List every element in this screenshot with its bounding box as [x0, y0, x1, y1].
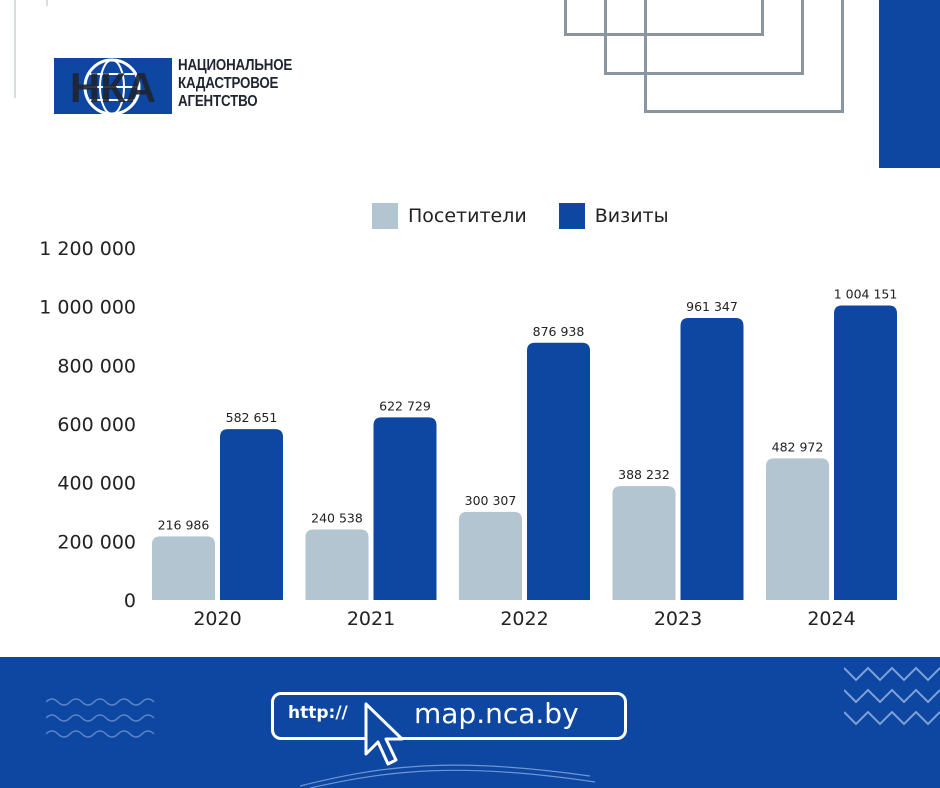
legend-label-visits: Визиты: [594, 205, 669, 227]
bar-visitors-2023: [612, 486, 676, 600]
bar-visits-2024: [834, 305, 897, 600]
y-tick-label: 1 200 000: [39, 238, 136, 260]
data-label: 876 938: [533, 324, 585, 339]
bar-visits-2022: [527, 342, 590, 600]
data-label: 240 538: [311, 510, 363, 525]
wave-decoration-left: [46, 698, 155, 738]
y-tick-label: 200 000: [57, 531, 136, 553]
bar-chart: 0 200 000 400 000 600 000 800 000 1 000 000 1 …: [39, 238, 898, 630]
logo-line: КАДАСТРОВОЕ: [178, 75, 279, 92]
data-label: 300 307: [465, 493, 517, 508]
url-link-box[interactable]: [271, 692, 627, 740]
data-label: 622 729: [379, 398, 431, 413]
data-label: 482 972: [772, 439, 824, 454]
bar-visits-2021: [373, 417, 437, 600]
x-tick-label: 2022: [500, 608, 548, 630]
logo-mark-letters: НКА: [70, 64, 156, 111]
decorative-line: [46, 0, 48, 6]
swoosh-decoration: [300, 764, 596, 788]
decorative-frame: [564, 0, 764, 36]
legend-item-visits: Визиты: [558, 203, 669, 229]
legend-swatch-visitors: [372, 203, 398, 229]
logo-line: НАЦИОНАЛЬНОЕ: [178, 57, 293, 74]
data-label: 1 004 151: [834, 286, 898, 301]
decorative-line: [14, 0, 16, 98]
logo-text: НАЦИОНАЛЬНОЕ КАДАСТРОВОЕ АГЕНТСТВО: [178, 57, 298, 111]
y-tick-label: 1 000 000: [39, 297, 136, 319]
x-tick-label: 2024: [807, 608, 855, 630]
y-tick-label: 0: [124, 590, 136, 612]
url-prefix: http://: [288, 703, 348, 723]
data-label: 582 651: [226, 410, 278, 425]
zigzag-decoration-right: [844, 666, 940, 726]
cursor-arrow-icon: [364, 702, 404, 766]
logo-line: АГЕНТСТВО: [178, 93, 258, 110]
bar-visits-2020: [220, 429, 283, 600]
legend-swatch-visits: [558, 203, 585, 229]
chart-legend: Посетители Визиты: [372, 203, 701, 229]
x-tick-label: 2023: [654, 608, 702, 630]
decorative-frame: [644, 0, 844, 113]
legend-label-visitors: Посетители: [408, 205, 527, 227]
decorative-blue-bar: [879, 0, 940, 168]
x-tick-label: 2021: [347, 608, 395, 630]
bar-visits-2023: [680, 318, 744, 600]
legend-item-visitors: Посетители: [372, 203, 527, 229]
logo: НКА: [54, 56, 314, 118]
footer: [0, 657, 940, 788]
bar-visitors-2020: [152, 536, 215, 600]
y-tick-label: 400 000: [57, 473, 136, 495]
data-label: 388 232: [618, 467, 670, 482]
bar-visitors-2024: [766, 458, 829, 600]
decorative-frame: [604, 0, 804, 75]
bar-visitors-2021: [305, 529, 369, 600]
data-label: 216 986: [158, 517, 210, 532]
logo-mark: НКА: [54, 58, 172, 116]
bar-visitors-2022: [459, 511, 522, 600]
url-link[interactable]: map.nca.by: [414, 697, 579, 730]
y-tick-label: 800 000: [57, 355, 136, 377]
data-label: 961 347: [686, 299, 738, 314]
y-tick-label: 600 000: [57, 414, 136, 436]
x-tick-label: 2020: [193, 608, 241, 630]
